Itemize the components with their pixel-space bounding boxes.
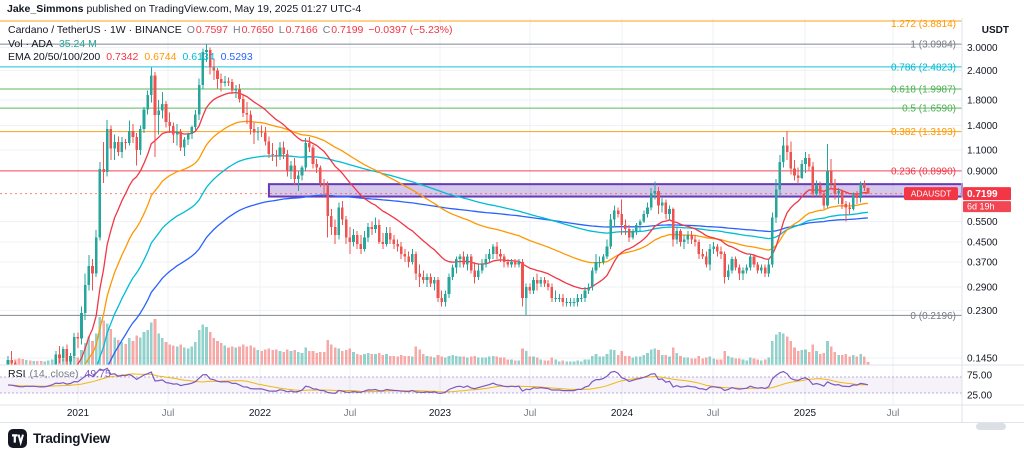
price-tick-label: 0.3700 (967, 257, 998, 268)
last-price-badge (963, 187, 1011, 201)
publish-info-bar: Jake_Simmons published on TradingView.co… (0, 0, 1024, 18)
volume-label: Vol · ADA (8, 37, 53, 50)
time-tick-label: 2023 (429, 408, 452, 419)
price-tick-label: 1.1000 (967, 146, 998, 157)
symbol-legend-row[interactable]: Cardano / TetherUS · 1W · BINANCE O0.7597… (8, 24, 452, 38)
rsi-tick-label: 75.00 (967, 371, 992, 382)
ema50-value: 0.6744 (144, 51, 177, 63)
open-value: 0.7597 (195, 24, 228, 36)
rsi-ma-line (7, 373, 868, 393)
price-tick-label: 0.9000 (967, 166, 998, 177)
price-tick-label: 2.4000 (967, 66, 998, 77)
fib-level-label: 0.786 (2.4823) (891, 62, 956, 73)
close-label: C (322, 24, 331, 36)
time-tick-label: 2024 (611, 408, 634, 419)
ema-200-line (107, 194, 868, 365)
candles-layer (6, 44, 870, 365)
rsi-label: RSI (8, 368, 26, 380)
fib-level-label: 0.618 (1.9987) (891, 85, 956, 96)
ema200-value: 0.5293 (220, 51, 253, 63)
symbol-price-tag (904, 187, 958, 201)
rsi-line (7, 367, 869, 395)
open-label: O (186, 24, 195, 36)
time-tick-label: Jul (524, 408, 537, 419)
fib-level-label: 0 (0.2196) (910, 311, 956, 322)
fib-level-label: 0.382 (1.3193) (891, 127, 956, 138)
rsi-layer (0, 367, 962, 395)
time-tick-label: 2021 (67, 408, 90, 419)
time-tick-label: Jul (707, 408, 720, 419)
time-tick-label: 2025 (794, 408, 817, 419)
separator-lines (0, 18, 1024, 422)
ema-20-line (75, 91, 868, 365)
price-tick-label: 0.5500 (967, 217, 998, 228)
publish-text: published on TradingView.com, May 19, 20… (86, 3, 362, 15)
ema-50-line (84, 120, 868, 365)
support-zone-rect (267, 183, 963, 198)
price-tick-label: 3.0000 (967, 43, 998, 54)
ema-legend-row[interactable]: EMA 20/50/100/200 0.7342 0.6744 0.6134 0.529… (8, 51, 452, 65)
tradingview-wordmark[interactable]: TradingView (33, 430, 111, 446)
fib-level-label: 1 (3.0984) (910, 40, 956, 51)
chart-canvas[interactable]: 1.272 (3.8814) 1 (3.0984) 0.786 (2.4823) 0.… (0, 18, 1024, 453)
time-axis-layer[interactable]: 2021 Jul 2022 Jul 2023 Jul 2024 Jul 2025 Jul (67, 408, 900, 419)
price-tick-label: 0.2300 (967, 306, 998, 317)
volume-legend-row[interactable]: Vol · ADA 35.24 M (8, 38, 452, 52)
price-tick-label: 1.8000 (967, 95, 998, 106)
symbol-title: Cardano / TetherUS · 1W · BINANCE (8, 24, 182, 36)
last-price-label: 0.7199 (967, 189, 998, 200)
ema20-value: 0.7342 (106, 51, 139, 63)
volume-layer (6, 317, 870, 365)
rsi-params: (14, close) (29, 368, 79, 380)
price-axis-currency: USDT (981, 25, 1009, 36)
ema-label: EMA 20/50/100/200 (8, 51, 101, 63)
rsi-tick-label: 25.00 (967, 391, 992, 402)
rsi-legend-row[interactable]: RSI (14, close) 49.75 (8, 368, 111, 380)
chart-region: 1.272 (3.8814) 1 (3.0984) 0.786 (2.4823) 0.… (0, 18, 1024, 453)
ema-100-line (96, 155, 868, 365)
high-value: 0.7650 (241, 24, 274, 36)
change-value: −0.0397 (−5.23%) (368, 24, 453, 36)
countdown-badge (963, 201, 1011, 213)
symbol-tag-label: ADAUSDT (911, 189, 952, 199)
time-tick-label: Jul (162, 408, 175, 419)
footer-bar: TradingView (0, 422, 1024, 453)
chart-legend: Cardano / TetherUS · 1W · BINANCE O0.7597… (8, 24, 452, 65)
publisher-username: Jake_Simmons (7, 3, 84, 15)
scrollbar-thumb[interactable] (976, 423, 1006, 430)
countdown-label: 6d 19h (967, 202, 995, 212)
price-tick-label: 1.4000 (967, 121, 998, 132)
ema-layer (75, 91, 868, 365)
tradingview-logo[interactable] (8, 428, 27, 448)
price-tick-label: 0.1450 (967, 353, 998, 364)
price-axis-layer[interactable]: 3.0000 2.4000 1.8000 1.4000 1.1000 0.9000 0.55… (904, 43, 1011, 402)
time-tick-label: 2022 (249, 408, 272, 419)
time-tick-label: Jul (887, 408, 900, 419)
fib-level-label: 0.5 (1.6590) (902, 104, 956, 115)
fib-level-label: 1.272 (3.8814) (891, 19, 956, 30)
fib-level-label: 0.236 (0.8990) (891, 166, 956, 177)
volume-value: 35.24 M (58, 37, 97, 50)
price-tick-label: 0.2900 (967, 282, 998, 293)
price-tick-label: 0.4500 (967, 237, 998, 248)
low-label: L (278, 24, 285, 36)
rsi-value: 49.75 (84, 368, 111, 380)
low-value: 0.7166 (285, 24, 318, 36)
ema100-value: 0.6134 (182, 51, 215, 63)
close-value: 0.7199 (331, 24, 364, 36)
time-tick-label: Jul (344, 408, 357, 419)
high-label: H (233, 24, 241, 36)
